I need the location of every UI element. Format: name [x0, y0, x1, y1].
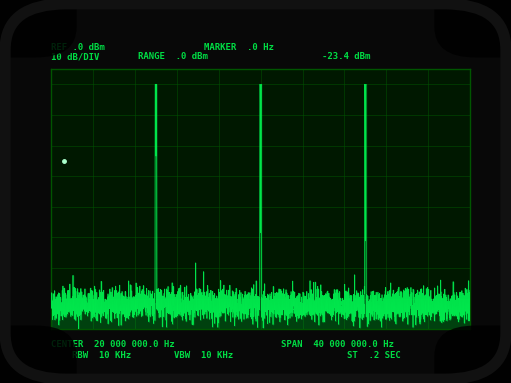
Text: -23.4 dBm: -23.4 dBm [322, 52, 370, 61]
Text: SPAN  40 000 000.0 Hz: SPAN 40 000 000.0 Hz [281, 340, 394, 349]
Text: CENTER  20 000 000.0 Hz: CENTER 20 000 000.0 Hz [51, 340, 175, 349]
Text: VBW  10 KHz: VBW 10 KHz [174, 351, 233, 360]
Text: RANGE  .0 dBm: RANGE .0 dBm [138, 52, 208, 61]
Text: RBW  10 KHz: RBW 10 KHz [72, 351, 131, 360]
Text: MARKER  .0 Hz: MARKER .0 Hz [204, 43, 274, 52]
Text: 10 dB/DIV: 10 dB/DIV [51, 52, 100, 61]
Text: ST  .2 SEC: ST .2 SEC [347, 351, 401, 360]
Text: REF .0 dBm: REF .0 dBm [51, 43, 105, 52]
